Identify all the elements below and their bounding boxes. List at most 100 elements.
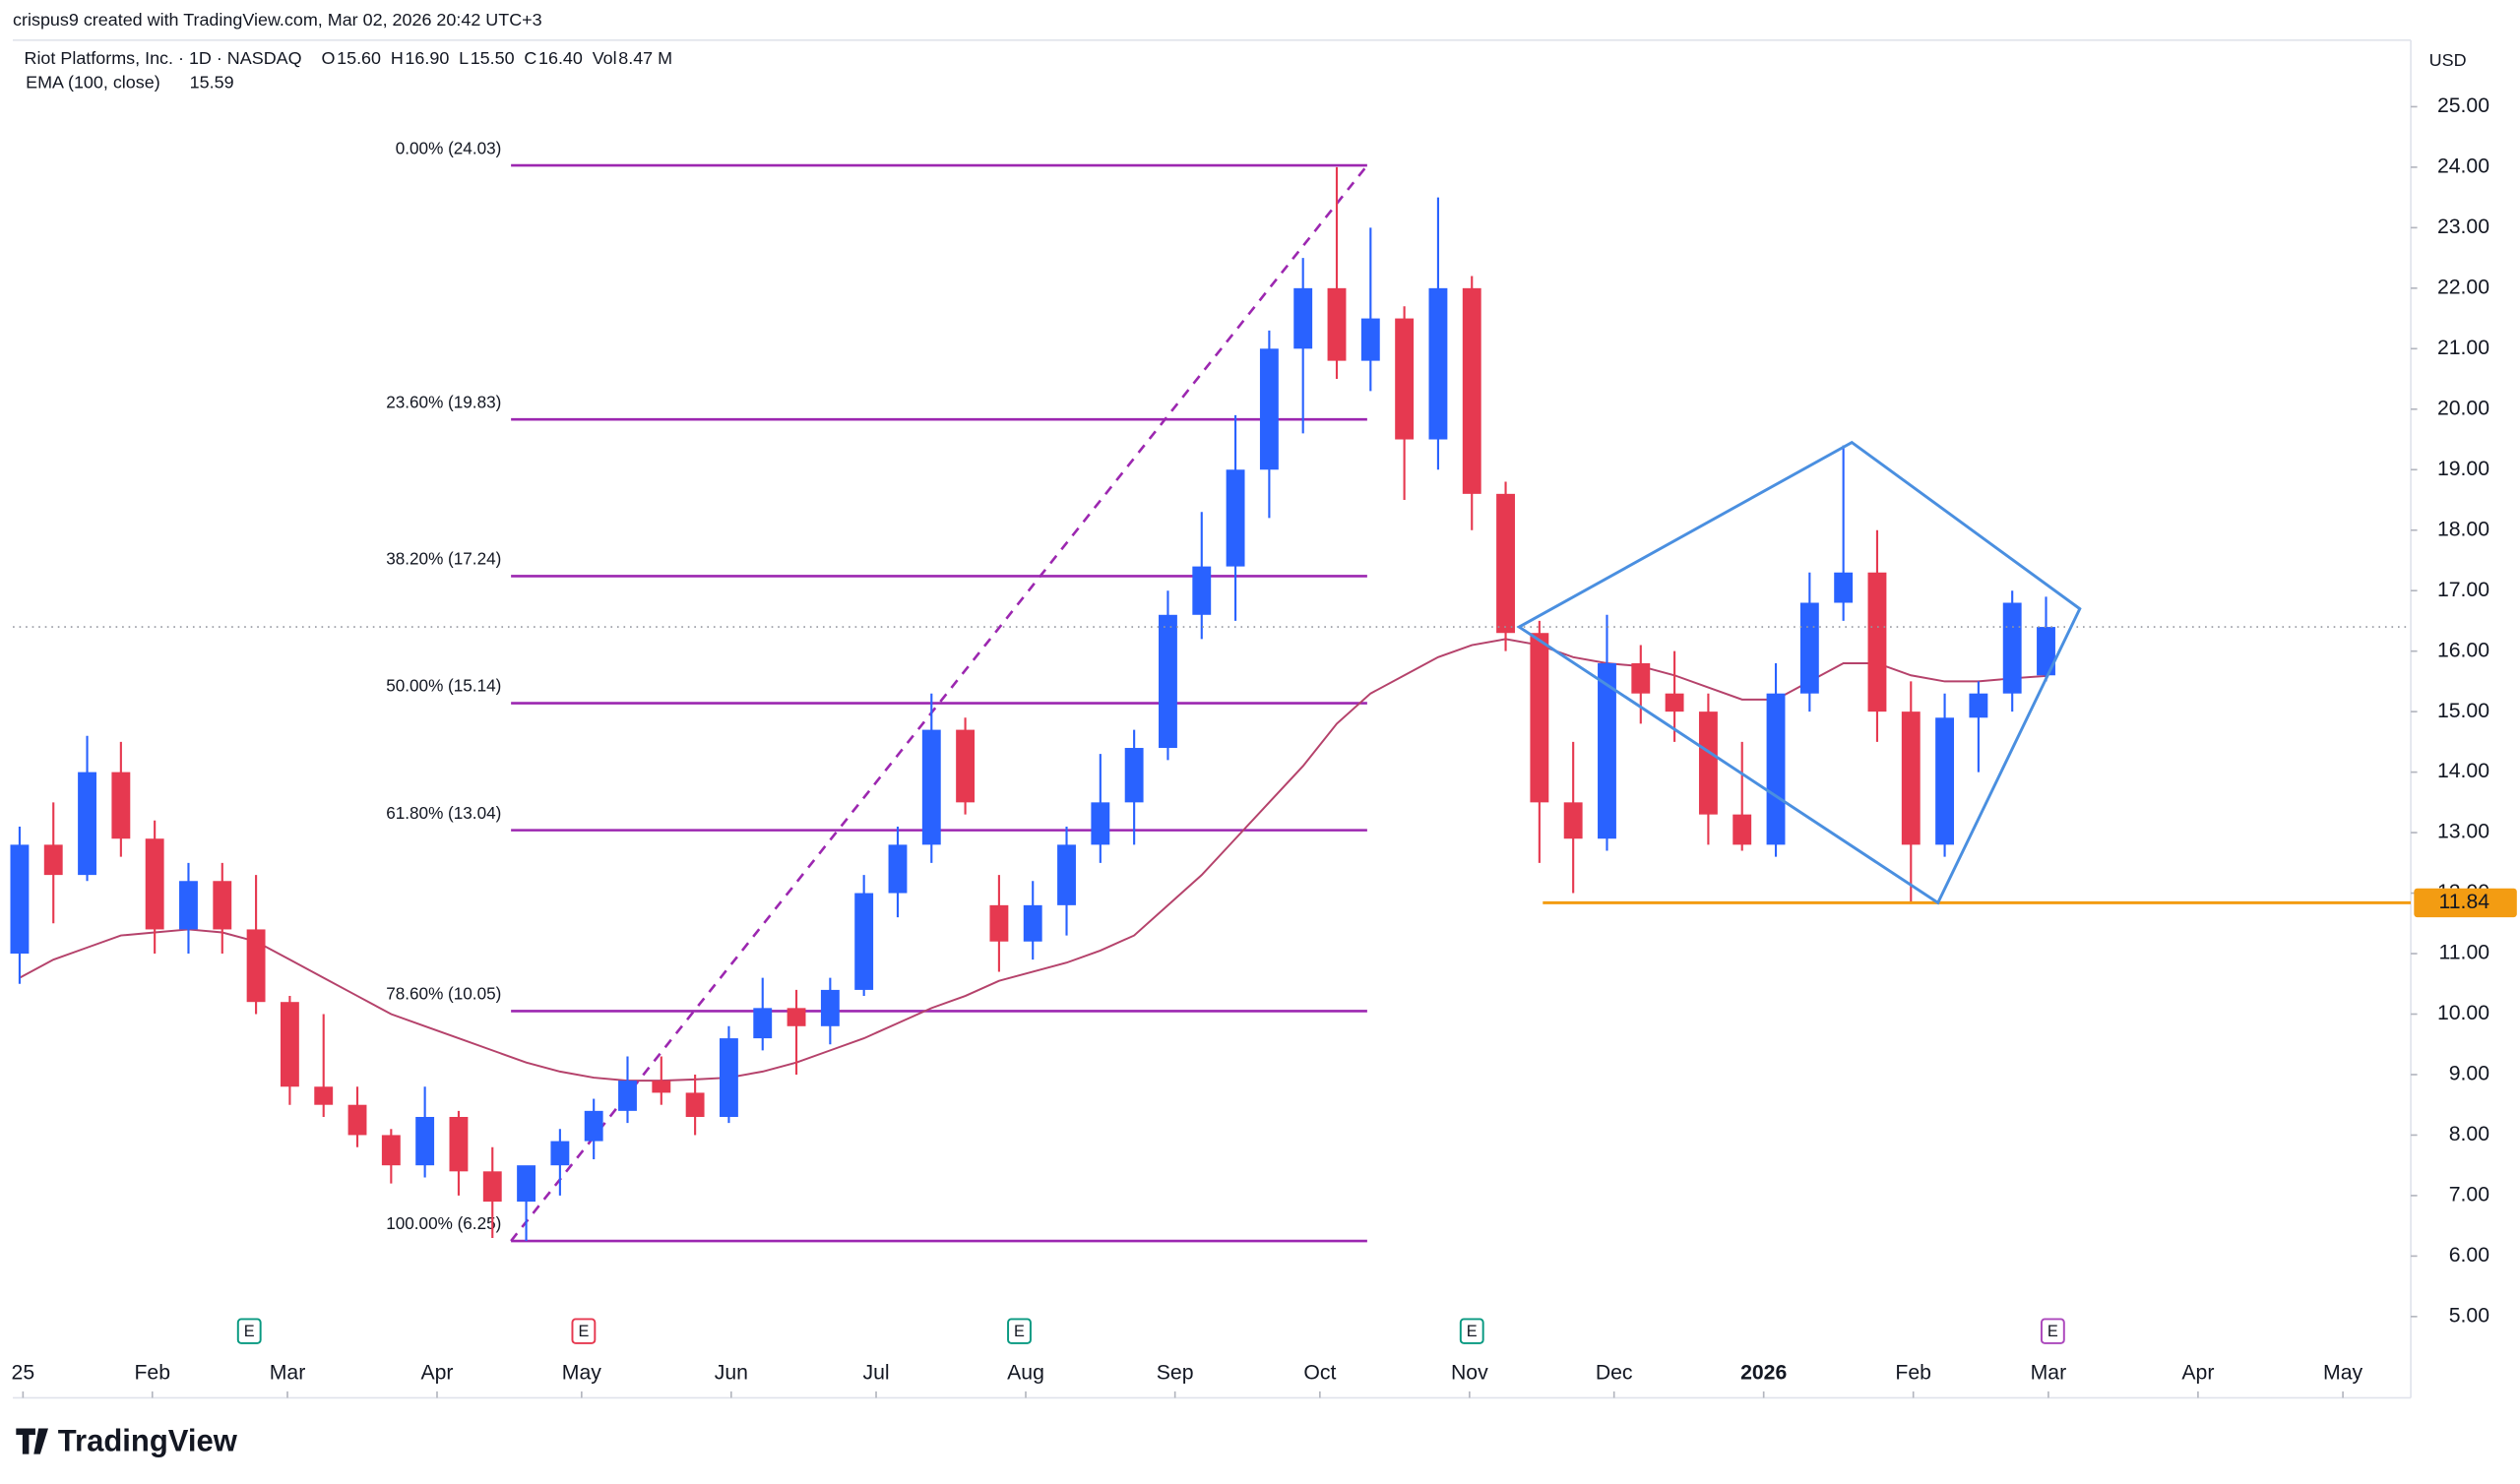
legend-value: 15.50 [471, 48, 515, 68]
y-tick-label: 6.00 [2449, 1244, 2489, 1267]
earnings-marker [2040, 1318, 2065, 1344]
candle-body [179, 881, 198, 930]
fib-label: 38.20% (17.24) [386, 549, 501, 569]
y-tick-label: 20.00 [2437, 397, 2489, 419]
earnings-label: E [1014, 1323, 1025, 1340]
candle-body [854, 893, 874, 990]
candle-body [956, 729, 976, 803]
candle-body [1799, 602, 1819, 694]
candle-body [989, 904, 1009, 942]
earnings-label: E [244, 1323, 255, 1340]
candle-body [2037, 627, 2055, 676]
candle-body [1293, 287, 1313, 349]
x-tick-label: Mar [270, 1362, 306, 1385]
candle-body [550, 1141, 570, 1166]
ema-legend-value: 15.59 [190, 73, 234, 93]
candle-body [584, 1110, 603, 1142]
y-tick-label: 15.00 [2437, 700, 2489, 722]
candle-body [1969, 693, 1988, 718]
candle-body [652, 1081, 671, 1093]
candle-body [753, 1008, 773, 1039]
legend-key: L [459, 48, 469, 68]
x-tick-label: Feb [134, 1362, 170, 1385]
earnings-label: E [1467, 1323, 1478, 1340]
candle-body [1091, 802, 1110, 845]
candle-body [1766, 693, 1786, 845]
candle-body [1462, 287, 1481, 494]
candle-body [111, 772, 131, 839]
candle-body [517, 1165, 536, 1203]
fib-label: 78.60% (10.05) [386, 984, 501, 1004]
y-tick-label: 9.00 [2449, 1063, 2489, 1085]
candle-body [1698, 711, 1718, 815]
candle-body [1631, 662, 1651, 694]
candle-body [888, 844, 908, 894]
candle-body [685, 1092, 705, 1117]
y-tick-label: 25.00 [2437, 94, 2489, 117]
currency: USD [2429, 50, 2467, 70]
diamond-pattern [1516, 440, 2082, 905]
legend-key: O [322, 48, 336, 68]
y-tick-label: 16.00 [2437, 639, 2489, 661]
earnings-marker [236, 1318, 262, 1344]
candle-body [1023, 904, 1042, 942]
ema-line [19, 638, 2047, 1082]
legend-key: C [524, 48, 536, 68]
legend-key: Vol [593, 48, 617, 68]
x-tick-label: Feb [1895, 1362, 1931, 1385]
legend-value: 15.60 [337, 48, 381, 68]
earnings-label: E [2048, 1323, 2058, 1340]
support-price-box [2414, 888, 2517, 918]
earnings-label: E [578, 1323, 589, 1340]
fib-label: 23.60% (19.83) [386, 392, 501, 411]
fib-label: 0.00% (24.03) [396, 138, 502, 157]
candle-body [314, 1086, 334, 1105]
candle-body [415, 1116, 435, 1166]
symbol: Riot Platforms, Inc. · 1D · NASDAQ [24, 48, 301, 68]
candle-body [78, 772, 96, 876]
candle-body [482, 1171, 502, 1203]
candle-body [2002, 602, 2022, 694]
candle-body [43, 844, 63, 876]
x-tick-label: May [562, 1362, 601, 1385]
x-tick-label: Nov [1451, 1362, 1488, 1385]
candle-body [1834, 572, 1854, 603]
candle-body [787, 1008, 806, 1026]
x-tick-label: Apr [2181, 1362, 2214, 1385]
watermark: crispus9 created with TradingView.com, M… [13, 10, 542, 30]
candle-body [1327, 287, 1347, 361]
candle-body [1428, 287, 1448, 440]
brand: TradingView [58, 1423, 238, 1457]
x-tick-label: Jun [715, 1362, 748, 1385]
fib-label: 100.00% (6.25) [386, 1213, 501, 1233]
candle-body [381, 1135, 401, 1166]
y-tick-label: 22.00 [2437, 276, 2489, 298]
x-tick-label: Dec [1596, 1362, 1633, 1385]
x-tick-label: 25 [12, 1362, 35, 1385]
y-tick-label: 8.00 [2449, 1123, 2489, 1145]
candle-body [719, 1038, 738, 1117]
candle-body [449, 1116, 469, 1172]
y-tick-label: 24.00 [2437, 155, 2489, 178]
candle-body [10, 844, 30, 955]
candle-body [1563, 802, 1583, 839]
candle-body [1226, 469, 1245, 567]
legend-value: 16.90 [405, 48, 449, 68]
y-tick-label: 7.00 [2449, 1184, 2489, 1206]
candle-body [1530, 633, 1549, 803]
candle-body [1259, 348, 1279, 470]
candle-body [618, 1081, 637, 1111]
x-tick-label: Sep [1157, 1362, 1194, 1385]
y-tick-label: 10.00 [2437, 1002, 2489, 1024]
fib-label: 61.80% (13.04) [386, 803, 501, 823]
x-tick-label: Apr [420, 1362, 453, 1385]
y-tick-label: 21.00 [2437, 337, 2489, 359]
candle-body [347, 1104, 367, 1136]
x-tick-label: Oct [1303, 1362, 1336, 1385]
earnings-marker [1459, 1318, 1484, 1344]
candle-body [1360, 318, 1380, 361]
candle-body [1496, 493, 1515, 634]
earnings-marker [571, 1318, 597, 1344]
